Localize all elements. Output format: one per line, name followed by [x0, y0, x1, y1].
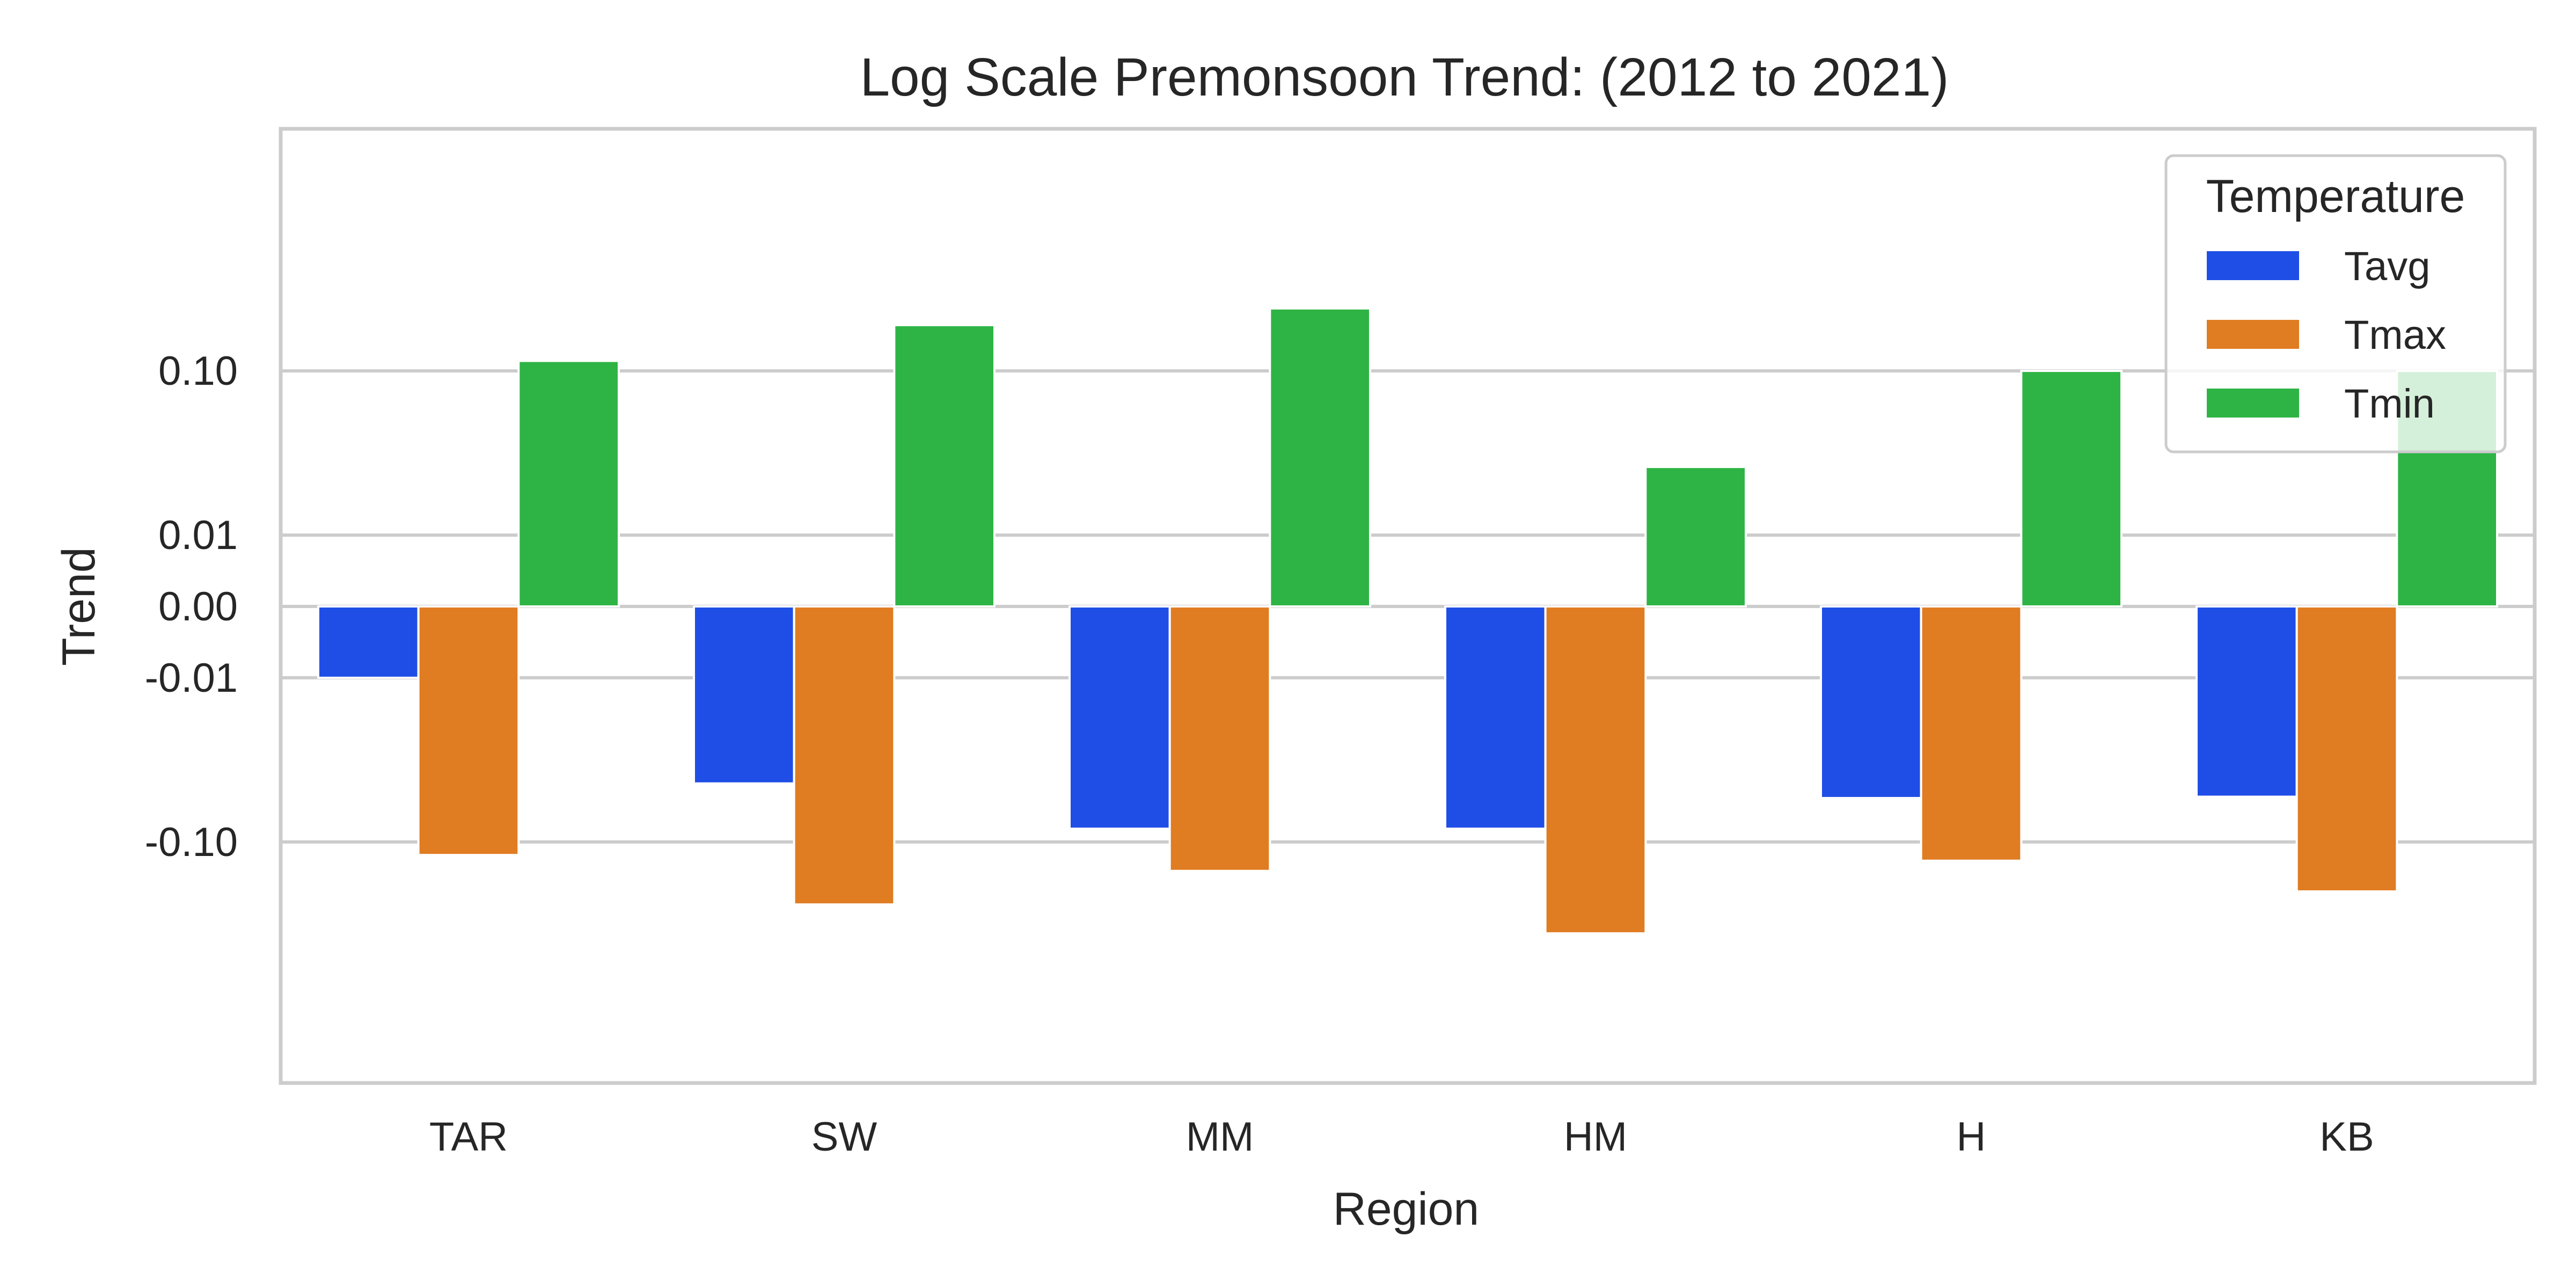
x-tick-label: MM [1186, 1114, 1254, 1160]
bar-tavg-sw [693, 605, 795, 785]
legend-title: Temperature [2206, 171, 2465, 222]
legend-label-tmax: Tmax [2344, 312, 2446, 358]
legend-box [2164, 154, 2507, 453]
x-tick-label: KB [2319, 1114, 2374, 1160]
bar-tmax-kb [2295, 605, 2398, 893]
bar-tmax-sw [793, 605, 896, 906]
legend-swatch-tavg [2207, 251, 2299, 280]
bar-tavg-kb [2196, 605, 2298, 798]
bar-tavg-tar [317, 605, 420, 679]
bar-tmin-hm [1644, 466, 1747, 608]
x-tick-labels: TAR SW MM HM H KB [429, 1114, 2374, 1160]
bar-tmin-tar [517, 360, 620, 608]
bar-tmax-h [1920, 605, 2023, 862]
x-tick-label: SW [811, 1114, 877, 1160]
y-axis-label: Trend [53, 547, 105, 665]
y-grid-lines [281, 369, 2535, 844]
legend: Temperature Tavg Tmax Tmin [2164, 154, 2507, 453]
chart-title: Log Scale Premonsoon Trend: (2012 to 202… [860, 47, 1949, 107]
bar-tavg-mm [1069, 605, 1171, 830]
bar-tmax-tar [417, 605, 520, 857]
y-tick-label: -0.01 [145, 655, 238, 701]
legend-swatch-tmax [2207, 320, 2299, 349]
bar-tavg-hm [1444, 605, 1547, 830]
bar-tavg-h [1820, 605, 1922, 800]
bar-tmin-mm [1269, 307, 1371, 608]
y-tick-label: 0.10 [158, 348, 238, 394]
bar-tmin-sw [893, 324, 996, 608]
legend-swatch-tmin [2207, 389, 2299, 418]
y-tick-labels: -0.10 -0.01 0.00 0.01 0.10 [145, 348, 238, 865]
plot-frame [279, 127, 2537, 1085]
x-tick-label: TAR [429, 1114, 508, 1160]
bar-tmax-mm [1168, 605, 1271, 872]
y-tick-label: 0.01 [158, 513, 238, 558]
bar-tmin-h [2020, 370, 2123, 608]
bars [317, 307, 2499, 935]
x-tick-label: HM [1564, 1114, 1627, 1160]
bar-tmax-hm [1544, 605, 1647, 935]
y-tick-label: -0.10 [145, 819, 238, 865]
x-tick-label: H [1957, 1114, 1986, 1160]
y-tick-label: 0.00 [158, 584, 238, 630]
x-axis-label: Region [1333, 1183, 1480, 1235]
legend-label-tmin: Tmin [2344, 381, 2435, 427]
legend-label-tavg: Tavg [2344, 244, 2431, 289]
legend-items: Tavg Tmax Tmin [2207, 244, 2446, 427]
